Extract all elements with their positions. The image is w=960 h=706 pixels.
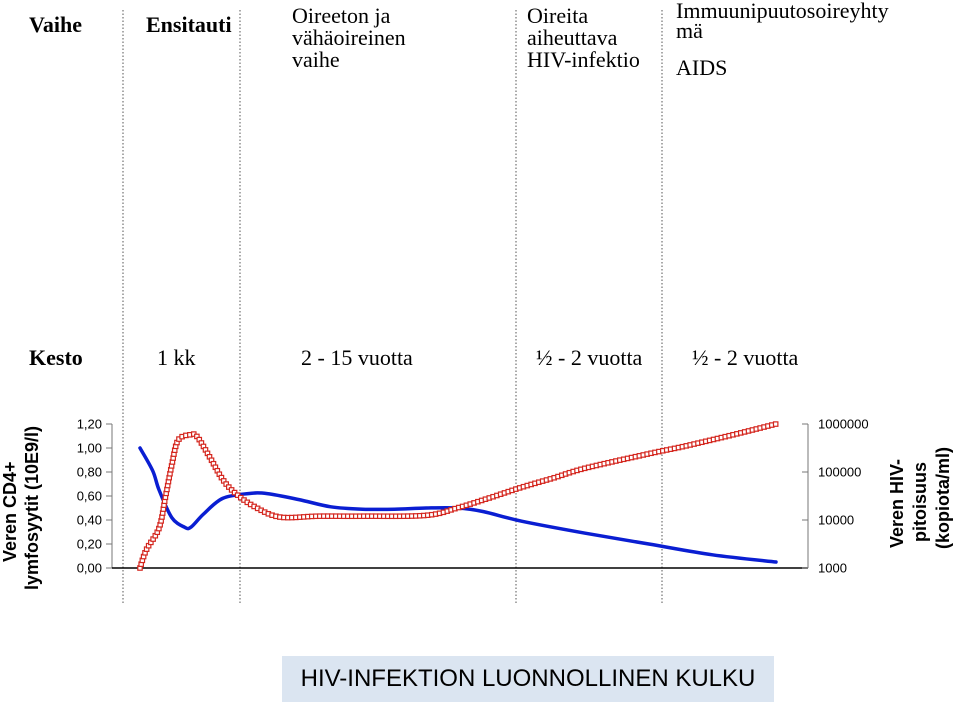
hiv-marker: [772, 421, 779, 427]
phase-header-label: Vaihe: [29, 12, 82, 37]
phase-asymptomatic: Oireeton ja vähäoireinen vaihe: [292, 3, 406, 72]
hiv-series-markers: [137, 421, 779, 571]
left-axis-ticks: 1,20 1,00 0,80 0,60 0,40 0,20 0,00: [77, 417, 112, 576]
duration-label: Kesto: [29, 345, 83, 370]
right-tick-label: 1000000: [818, 417, 869, 432]
duration-acute: 1 kk: [157, 345, 196, 370]
right-axis-ticks: 1000000 100000 10000 1000: [802, 417, 869, 576]
cd4-series-line: [138, 446, 778, 564]
duration-symptomatic: ½ - 2 vuotta: [536, 345, 643, 370]
duration-asymptomatic: 2 - 15 vuotta: [301, 345, 413, 370]
chart-caption: HIV-INFEKTION LUONNOLLINEN KULKU: [282, 656, 774, 702]
right-tick-label: 100000: [818, 465, 861, 480]
left-tick-label: 0,60: [77, 489, 102, 504]
left-tick-label: 0,40: [77, 513, 102, 528]
phase-aids-top: Immuunipuutosoireyhty mä: [676, 0, 889, 43]
left-tick-label: 1,20: [77, 417, 102, 432]
phase-dividers: [122, 10, 663, 604]
left-tick-label: 0,00: [77, 561, 102, 576]
left-tick-label: 0,20: [77, 537, 102, 552]
left-tick-label: 1,00: [77, 441, 102, 456]
hiv-marker: [226, 484, 232, 490]
right-tick-label: 10000: [818, 513, 854, 528]
phase-acute: Ensitauti: [146, 12, 232, 37]
phase-aids: AIDS: [676, 55, 728, 80]
series-layer: [137, 421, 779, 571]
phase-symptomatic: Oireita aiheuttava HIV-infektio: [527, 3, 640, 72]
duration-aids: ½ - 2 vuotta: [692, 345, 799, 370]
left-tick-label: 0,80: [77, 465, 102, 480]
right-tick-label: 1000: [818, 561, 847, 576]
